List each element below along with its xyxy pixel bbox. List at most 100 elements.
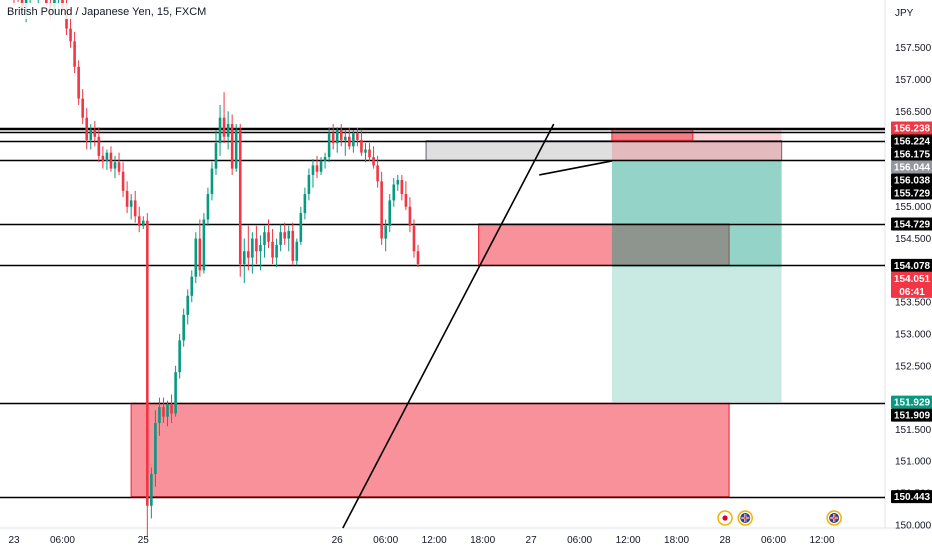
candle-body-20 (93, 130, 97, 137)
price-tag-1: 156.224 (894, 136, 931, 147)
position-reward-area[interactable] (611, 160, 782, 403)
candle-body-57 (242, 251, 246, 264)
candle-body-62 (263, 232, 266, 245)
y-tick-label-12: 150.000 (895, 520, 932, 531)
title-backdrop (4, 3, 170, 19)
price-tag-bg-11 (891, 490, 932, 504)
candle-body-66 (279, 232, 282, 245)
candle-body-58 (247, 251, 250, 258)
candle-body-78 (327, 133, 331, 158)
candles-layer (13, 0, 420, 538)
candle-body-40 (174, 372, 177, 414)
countdown-label: 06:41 (899, 287, 925, 298)
price-tag-bg-3 (891, 160, 932, 174)
y-tick-label-5: 154.500 (895, 234, 932, 245)
zone-supply-0[interactable] (130, 402, 730, 498)
candle-body-26 (117, 162, 121, 172)
candle-body-99 (412, 225, 416, 252)
chart-title: British Pound / Japanese Yen, 15, FXCM (7, 6, 206, 18)
candle-body-85 (356, 133, 359, 140)
candle-body-22 (101, 155, 105, 161)
trend-line-1[interactable] (539, 160, 613, 176)
candle-body-56 (238, 130, 242, 264)
candle-body-70 (295, 241, 299, 261)
candle-body-96 (400, 180, 404, 195)
x-tick-label-5: 12:00 (422, 535, 447, 546)
candle-body-92 (384, 225, 387, 239)
candle-body-36 (158, 407, 161, 424)
candle-body-51 (218, 117, 222, 144)
candle-body-83 (348, 136, 351, 147)
x-tick-label-6: 18:00 (470, 535, 495, 546)
time-axis[interactable]: 23 06:00 25 26 06:00 12:00 18:00 27 06:00 12:00 18… (8, 535, 835, 546)
candle-body-89 (372, 157, 375, 166)
price-tag-bg-10 (891, 408, 932, 422)
price-tags-layer: 156.238 156.224 156.175 156.044 156.038 155.7… (891, 121, 932, 503)
candle-body-76 (319, 160, 323, 172)
y-tick-label-9: 151.500 (895, 425, 932, 436)
candle-body-97 (404, 194, 408, 207)
x-tick-label-12: 06:00 (761, 535, 786, 546)
x-tick-label-0: 23 (8, 535, 20, 546)
candle-body-44 (190, 276, 194, 296)
candle-body-100 (416, 251, 420, 264)
candle-body-95 (396, 180, 400, 185)
candle-body-79 (331, 133, 335, 144)
price-tag-8: 154.051 (894, 274, 931, 285)
candle-body-60 (255, 238, 258, 252)
candle-body-49 (210, 168, 214, 195)
candle-body-28 (125, 190, 129, 207)
candle-body-24 (109, 152, 113, 169)
candle-body-98 (408, 206, 412, 226)
candle-body-81 (339, 130, 343, 140)
candle-body-32 (141, 220, 145, 226)
candle-body-63 (267, 232, 270, 242)
candle-body-16 (77, 66, 80, 99)
candle-body-34 (150, 473, 153, 506)
candle-body-45 (194, 238, 198, 277)
candle-body-73 (307, 174, 311, 195)
short-position-tool[interactable] (611, 128, 782, 403)
candle-body-90 (376, 165, 379, 182)
y-tick-label-4: 155.000 (895, 202, 932, 213)
candle-body-38 (166, 403, 169, 417)
price-tag-0: 156.238 (894, 123, 931, 134)
price-tag-9: 151.929 (894, 398, 931, 409)
candle-body-25 (113, 162, 117, 169)
y-tick-label-10: 151.000 (895, 457, 932, 468)
candle-body-30 (133, 200, 137, 217)
trend-line-0[interactable] (342, 123, 555, 529)
price-tag-bg-8 (891, 271, 932, 298)
candle-body-19 (89, 130, 93, 140)
candle-body-48 (206, 194, 210, 220)
zones-layer (130, 128, 783, 498)
candle-body-91 (380, 181, 383, 239)
candle-body-65 (275, 244, 278, 258)
candle-body-21 (97, 136, 101, 156)
candle-body-69 (291, 230, 295, 261)
x-tick-label-13: 12:00 (809, 535, 834, 546)
candle-body-23 (105, 152, 109, 161)
candle-body-61 (259, 244, 262, 252)
candle-body-14 (69, 28, 72, 42)
candle-body-53 (226, 124, 230, 137)
japan-flag-icon (722, 515, 728, 521)
candle-body-35 (154, 423, 157, 474)
price-tag-3: 156.044 (894, 162, 931, 173)
candle-body-68 (287, 230, 291, 239)
candle-body-82 (343, 136, 347, 140)
candle-body-39 (170, 403, 173, 414)
candle-body-17 (81, 98, 84, 118)
position-risk-area[interactable] (611, 128, 782, 161)
x-tick-label-1: 06:00 (50, 535, 75, 546)
candle-body-33 (146, 220, 149, 506)
candle-body-55 (234, 130, 238, 169)
trend-lines-layer (342, 123, 613, 529)
candle-body-84 (352, 133, 355, 147)
x-tick-label-7: 27 (526, 535, 538, 546)
price-tag-bg-9 (891, 395, 932, 409)
candle-body-50 (214, 143, 218, 169)
price-tag-bg-5 (891, 186, 932, 200)
